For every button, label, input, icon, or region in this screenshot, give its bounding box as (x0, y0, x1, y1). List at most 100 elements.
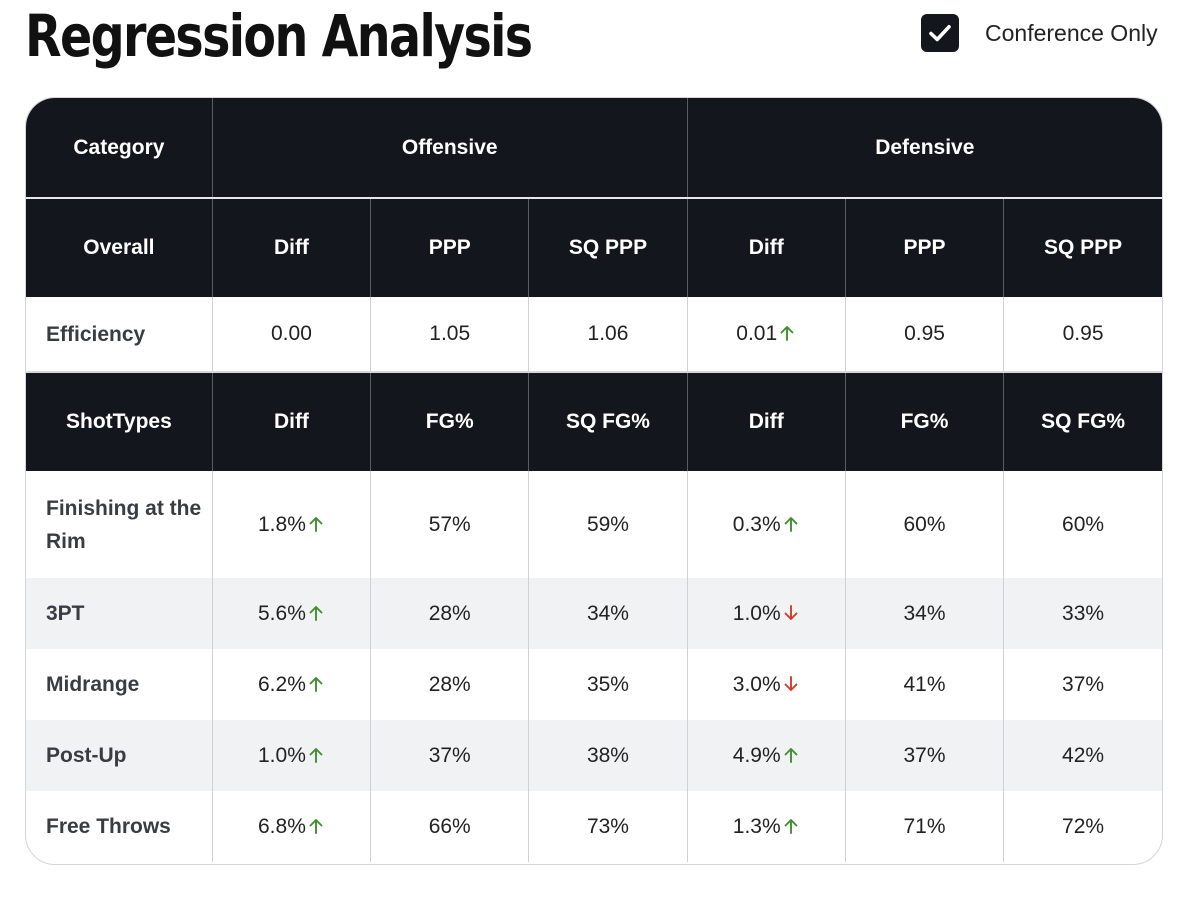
row-label-shot-2: Midrange (46, 673, 140, 696)
cell-efficiency-4: 0.95 (844, 297, 1004, 372)
cell-value: 4.9% (732, 743, 781, 767)
page-title: Regression Analysis (25, 2, 533, 70)
shot-type-row: Free Throws 6.8% 66% 73% 1.3% 71% 72% (26, 791, 1162, 862)
cell-shot-0-1: 57% (370, 471, 529, 578)
shot-types-header-row: ShotTypes Diff FG% SQ FG% Diff FG% SQ FG% (26, 371, 1162, 471)
overall-header-5: PPP (844, 197, 1004, 297)
cell-value: 60% (903, 512, 946, 536)
cell-value: 42% (1062, 743, 1105, 767)
cell-shot-4-5: 72% (1003, 791, 1162, 862)
row-label-shot-1: 3PT (26, 578, 213, 649)
overall-header-2: PPP (370, 197, 529, 297)
cell-value: 34% (586, 601, 629, 625)
cell-value: 1.0% (258, 743, 306, 767)
cell-value: 35% (586, 672, 629, 696)
cell-shot-1-3: 1.0% (686, 578, 846, 649)
conference-only-label: Conference Only (985, 19, 1158, 46)
regression-table-container: Category Offensive Defensive Overall Diff… (25, 97, 1163, 865)
cell-value: 28% (428, 601, 471, 625)
arrow-up-icon (309, 606, 323, 621)
overall-header-0: Overall (26, 197, 213, 297)
shot-type-row: Finishing at the Rim 1.8% 57% 59% 0.3% 60% 60% (26, 471, 1162, 578)
cell-value: 0.95 (1062, 322, 1104, 345)
shot-header-6: SQ FG% (1003, 371, 1162, 471)
cell-efficiency-0: 0.00 (211, 297, 371, 372)
shot-header-2: FG% (370, 371, 529, 471)
cell-shot-1-0: 5.6% (211, 578, 371, 649)
cell-shot-3-1: 37% (370, 720, 529, 791)
cell-value: 6.8% (258, 814, 306, 838)
arrow-down-icon (784, 676, 798, 691)
cell-value: 1.06 (587, 322, 629, 345)
cell-value: 5.6% (258, 601, 306, 625)
cell-value: 1.3% (732, 814, 781, 838)
conference-only-toggle[interactable]: Conference Only (921, 14, 1158, 52)
shot-header-1: Diff (211, 371, 371, 471)
shot-header-4: Diff (686, 371, 846, 471)
cell-shot-4-4: 71% (844, 791, 1004, 862)
cell-shot-2-5: 37% (1003, 649, 1162, 720)
cell-shot-4-2: 73% (528, 791, 688, 862)
cell-value: 28% (428, 672, 471, 696)
arrow-up-icon (309, 677, 323, 692)
overall-header-3: SQ PPP (528, 197, 688, 297)
shot-header-0: ShotTypes (26, 371, 213, 471)
overall-header-1: Diff (211, 197, 371, 297)
arrow-up-icon (784, 748, 798, 763)
cell-shot-1-1: 28% (370, 578, 529, 649)
cell-value: 66% (428, 814, 471, 838)
cell-efficiency-3: 0.01 (686, 297, 846, 372)
arrow-up-icon (309, 819, 323, 834)
checkmark-icon (929, 25, 951, 42)
shot-type-row: Midrange 6.2% 28% 35% 3.0% 41% 37% (26, 649, 1162, 720)
cell-shot-3-4: 37% (844, 720, 1004, 791)
cell-value: 37% (1062, 672, 1105, 696)
cell-value: 1.8% (258, 512, 306, 536)
cell-value: 60% (1062, 512, 1105, 536)
cell-value: 34% (903, 601, 946, 625)
shot-type-row: 3PT 5.6% 28% 34% 1.0% 34% 33% (26, 578, 1162, 649)
overall-header-4: Diff (686, 197, 846, 297)
overall-header-row: Overall Diff PPP SQ PPP Diff PPP SQ PPP (26, 197, 1162, 297)
cell-efficiency-2: 1.06 (528, 297, 688, 372)
cell-efficiency-5: 0.95 (1003, 297, 1162, 372)
cell-shot-3-3: 4.9% (686, 720, 846, 791)
cell-shot-1-4: 34% (844, 578, 1004, 649)
cell-shot-2-1: 28% (370, 649, 529, 720)
row-label-shot-0: Finishing at the Rim (46, 496, 202, 553)
cell-value: 3.0% (732, 672, 781, 696)
cell-efficiency-1: 1.05 (370, 297, 529, 372)
header-offensive: Offensive (211, 98, 688, 198)
cell-shot-4-1: 66% (370, 791, 529, 862)
cell-value: 0.3% (732, 512, 781, 536)
cell-shot-4-0: 6.8% (211, 791, 371, 862)
cell-value: 0.01 (736, 322, 778, 345)
shot-header-3: SQ FG% (528, 371, 688, 471)
cell-shot-0-3: 0.3% (686, 471, 846, 578)
cell-shot-1-2: 34% (528, 578, 688, 649)
cell-value: 0.00 (271, 322, 312, 345)
conference-only-checkbox[interactable] (921, 14, 959, 52)
regression-table: Category Offensive Defensive Overall Diff… (26, 98, 1162, 862)
row-label-shot-3: Post-Up (26, 720, 213, 791)
cell-value: 41% (903, 672, 946, 696)
arrow-down-icon (784, 605, 798, 620)
cell-shot-2-2: 35% (528, 649, 688, 720)
cell-value: 72% (1062, 814, 1105, 838)
cell-value: 38% (586, 743, 629, 767)
cell-shot-0-4: 60% (844, 471, 1004, 578)
cell-shot-0-2: 59% (528, 471, 688, 578)
cell-value: 37% (428, 743, 471, 767)
cell-shot-0-5: 60% (1003, 471, 1162, 578)
cell-shot-4-3: 1.3% (686, 791, 846, 862)
header-category: Category (26, 98, 213, 198)
cell-value: 33% (1062, 601, 1105, 625)
arrow-up-icon (309, 748, 323, 763)
shot-header-5: FG% (844, 371, 1004, 471)
cell-value: 71% (903, 814, 946, 838)
cell-shot-3-5: 42% (1003, 720, 1162, 791)
cell-shot-1-5: 33% (1003, 578, 1162, 649)
cell-shot-3-2: 38% (528, 720, 688, 791)
row-label-shot-4: Free Throws (46, 815, 171, 838)
efficiency-row: Efficiency 0.00 1.05 1.06 0.01 0.95 0.95 (26, 297, 1162, 372)
